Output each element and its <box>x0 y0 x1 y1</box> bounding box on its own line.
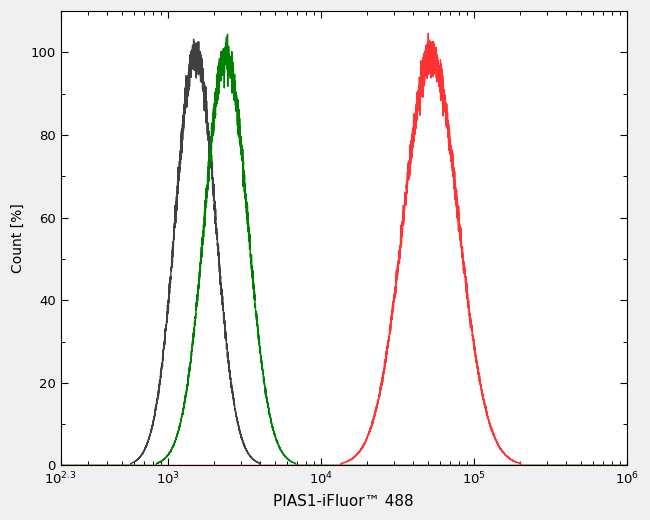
X-axis label: PIAS1-iFluor™ 488: PIAS1-iFluor™ 488 <box>274 494 414 509</box>
Y-axis label: Count [%]: Count [%] <box>11 203 25 273</box>
